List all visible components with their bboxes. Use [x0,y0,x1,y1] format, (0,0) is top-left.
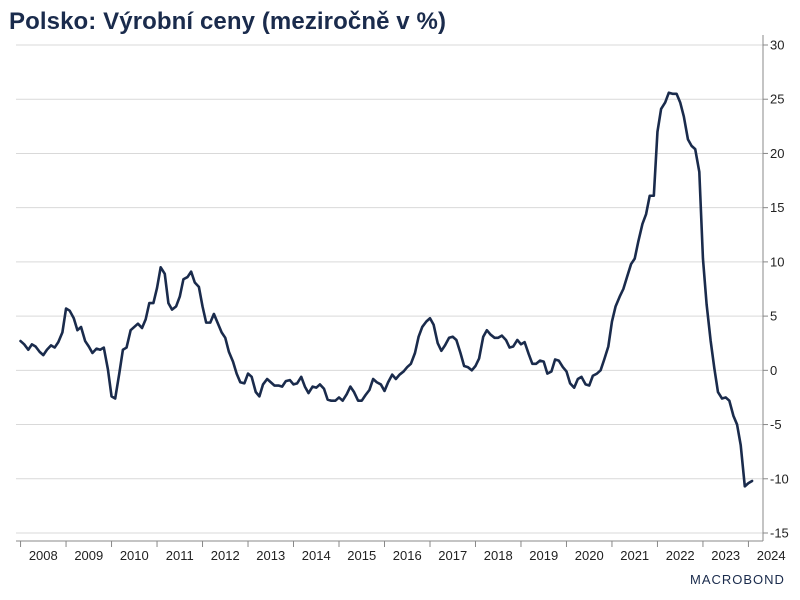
x-tick-label: 2008 [29,548,58,563]
x-tick-label: 2023 [711,548,740,563]
y-tick-label: 10 [770,254,784,269]
x-tick-label: 2015 [347,548,376,563]
x-tick-label: 2018 [484,548,513,563]
axes [16,35,768,547]
y-tick-label: 0 [770,363,777,378]
grid-lines [16,44,763,534]
x-tick-label: 2011 [166,548,194,563]
macrobond-logo: MACROBOND [690,572,785,587]
x-tick-label: 2022 [666,548,695,563]
series-layer [19,91,754,488]
x-tick-label: 2014 [302,548,331,563]
y-tick-label: 20 [770,146,784,161]
x-tick-label: 2012 [211,548,240,563]
chart-title: Polsko: Výrobní ceny (meziročně v %) [9,8,447,35]
x-tick-label: 2019 [529,548,558,563]
x-tick-label: 2017 [438,548,467,563]
y-tick-label: 30 [770,38,784,53]
y-tick-label: 25 [770,92,784,107]
x-tick-label: 2024 [757,548,786,563]
y-tick-label: 15 [770,200,784,215]
x-tick-label: 2016 [393,548,422,563]
y-axis-ticks: 30 25 20 15 10 5 0 -5 -10 -15 [770,38,789,541]
series-line [19,91,754,488]
y-tick-label: -10 [770,471,789,486]
x-axis-ticks: 2008 2009 2010 2011 2012 2013 2014 2015 2016 2017… [29,548,786,563]
y-tick-label: -15 [770,526,789,541]
y-tick-label: 5 [770,309,777,324]
x-tick-label: 2020 [575,548,604,563]
x-tick-label: 2021 [620,548,649,563]
x-tick-label: 2013 [256,548,285,563]
x-tick-label: 2009 [74,548,103,563]
x-tick-label: 2010 [120,548,149,563]
y-tick-label: -5 [770,417,782,432]
